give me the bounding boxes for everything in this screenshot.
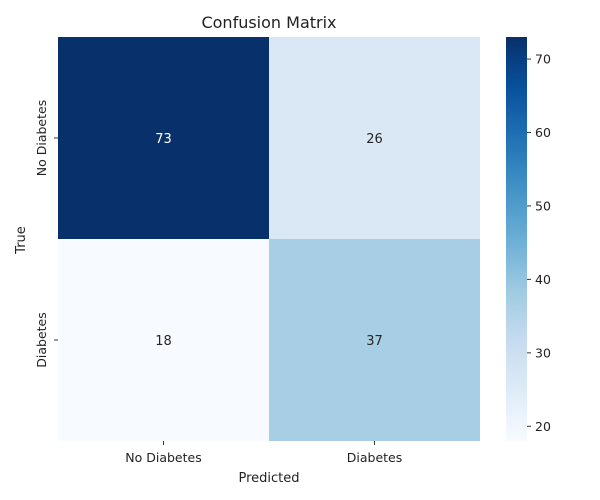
y-tick-label: No Diabetes [34, 100, 49, 176]
cell-value-label: 26 [366, 132, 383, 147]
colorbar [506, 37, 527, 441]
heatmap-cell [58, 37, 269, 239]
cell-value-label: 18 [155, 334, 172, 349]
colorbar-tick-label: 40 [535, 272, 551, 287]
cell-value-label: 37 [366, 334, 383, 349]
x-tick-label: Diabetes [347, 450, 403, 465]
colorbar-tick-label: 20 [535, 419, 551, 434]
x-axis-ticks: No Diabetes Diabetes [125, 441, 402, 465]
y-tick-label: Diabetes [34, 312, 49, 368]
y-axis-label: True [14, 226, 29, 255]
heatmap-cell [269, 239, 480, 441]
x-axis-label: Predicted [238, 471, 299, 486]
heatmap-cell [269, 37, 480, 239]
colorbar-ticks: 20 30 40 50 60 70 [527, 52, 551, 434]
heatmap-cell [58, 239, 269, 441]
y-axis-ticks: No Diabetes Diabetes [34, 100, 58, 368]
colorbar-tick-label: 70 [535, 52, 551, 67]
cell-value-label: 73 [155, 132, 172, 147]
heatmap-cells: 73 26 18 37 [58, 37, 480, 441]
colorbar-tick-label: 50 [535, 198, 551, 213]
colorbar-tick-label: 30 [535, 345, 551, 360]
chart-title: Confusion Matrix [201, 13, 336, 32]
colorbar-tick-label: 60 [535, 125, 551, 140]
x-tick-label: No Diabetes [125, 450, 201, 465]
